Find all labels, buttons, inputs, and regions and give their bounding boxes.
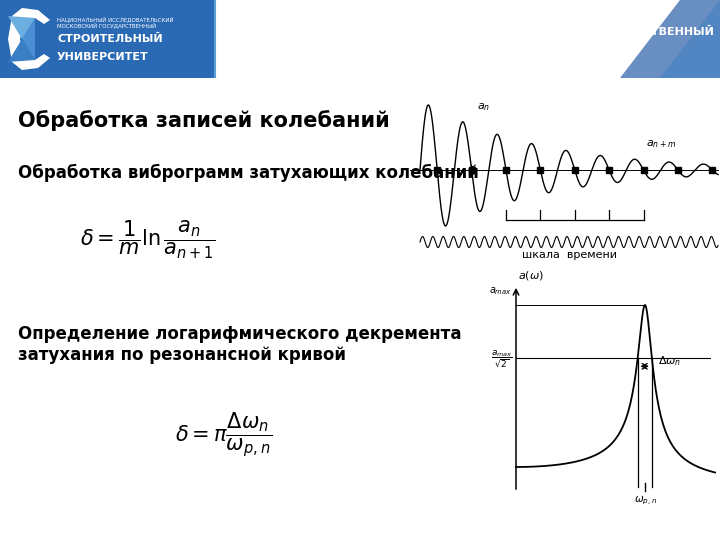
- Text: Определение логарифмического декремента
затухания по резонансной кривой: Определение логарифмического декремента …: [18, 325, 462, 364]
- Text: $\delta = \pi\dfrac{\Delta\omega_n}{\omega_{р,n}}$: $\delta = \pi\dfrac{\Delta\omega_n}{\ome…: [175, 410, 272, 460]
- Polygon shape: [22, 18, 35, 60]
- Polygon shape: [660, 0, 720, 78]
- Text: Обработка виброграмм затухающих колебаний: Обработка виброграмм затухающих колебани…: [18, 164, 479, 182]
- Text: $\omega_{p,n}$: $\omega_{p,n}$: [634, 495, 657, 508]
- Text: $a(\omega)$: $a(\omega)$: [518, 269, 544, 282]
- Polygon shape: [8, 8, 50, 70]
- Text: $\delta = \dfrac{1}{m}\ln\dfrac{a_n}{a_{n+1}}$: $\delta = \dfrac{1}{m}\ln\dfrac{a_n}{a_{…: [80, 219, 216, 261]
- Text: СТРОИТЕЛЬНЫЙ  УНИВЕРСИТЕТ: СТРОИТЕЛЬНЫЙ УНИВЕРСИТЕТ: [364, 45, 570, 55]
- Polygon shape: [620, 0, 720, 78]
- Text: Обработка записей колебаний: Обработка записей колебаний: [18, 110, 390, 131]
- Text: НАЦИОНАЛЬНЫЙ ИССЛЕДОВАТЕЛЬСКИЙ
МОСКОВСКИЙ ГОСУДАРСТВЕННЫЙ: НАЦИОНАЛЬНЫЙ ИССЛЕДОВАТЕЛЬСКИЙ МОСКОВСКИ…: [57, 16, 174, 29]
- Text: $\dfrac{a_{max}}{\sqrt{2}}$: $\dfrac{a_{max}}{\sqrt{2}}$: [490, 348, 512, 369]
- Polygon shape: [8, 16, 35, 39]
- Text: СТРОИТЕЛЬНЫЙ: СТРОИТЕЛЬНЫЙ: [57, 34, 163, 44]
- Text: $a_n$: $a_n$: [477, 102, 490, 113]
- Text: $a_{n+m}$: $a_{n+m}$: [647, 138, 677, 150]
- Text: $a_{max}$: $a_{max}$: [489, 285, 512, 297]
- Bar: [0, 0, 215, 78]
- Text: УНИВЕРСИТЕТ: УНИВЕРСИТЕТ: [57, 52, 149, 62]
- Polygon shape: [8, 39, 35, 62]
- Text: шкала  времени: шкала времени: [521, 250, 616, 260]
- Text: НАЦИОНАЛЬНЫЙ ИССЛЕДОВАТЕЛЬСКИЙ МОСКОВСКИЙ ГОСУДАРСТВЕННЫЙ: НАЦИОНАЛЬНЫЙ ИССЛЕДОВАТЕЛЬСКИЙ МОСКОВСКИ…: [220, 24, 714, 36]
- Text: $\Delta\omega_n$: $\Delta\omega_n$: [658, 354, 681, 368]
